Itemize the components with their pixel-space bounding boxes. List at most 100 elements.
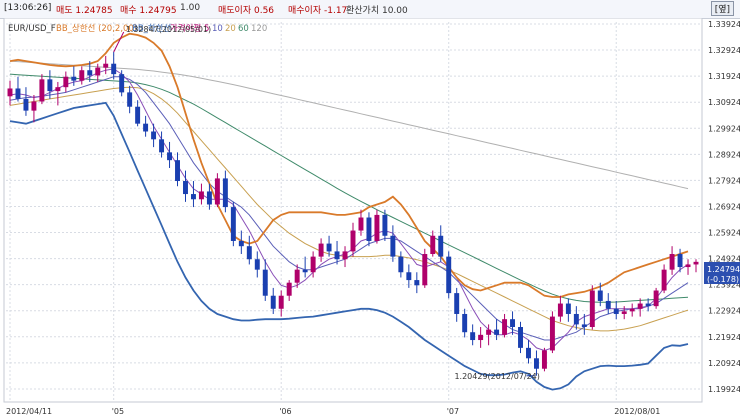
y-tick-label: 1.30924 xyxy=(708,98,740,107)
candle-body xyxy=(294,269,300,283)
candle-body xyxy=(398,256,404,273)
candle-body xyxy=(677,254,683,268)
x-tick-label: '07 xyxy=(447,407,459,416)
candle-body xyxy=(47,79,53,92)
y-tick-label: 1.23924 xyxy=(708,281,740,290)
candle-body xyxy=(55,87,61,92)
x-tick-label: 2012/04/11 xyxy=(6,407,52,416)
y-tick-label: 1.26924 xyxy=(708,202,740,211)
candle-body xyxy=(589,290,595,328)
candle-body xyxy=(446,256,452,294)
candle-body xyxy=(510,319,516,328)
candle-body xyxy=(414,280,420,286)
candle-body xyxy=(661,269,667,291)
candle-body xyxy=(478,334,484,341)
candle-body xyxy=(645,303,651,307)
candle-body xyxy=(230,207,236,241)
legend-ma-20: 20 xyxy=(225,24,236,34)
candle-body xyxy=(653,290,659,307)
candle-body xyxy=(246,246,252,260)
current-price-bg xyxy=(704,262,740,284)
legend-bb-upper: BB_상한선 (20,2,00) xyxy=(56,23,137,34)
candle-body xyxy=(39,79,45,102)
candle-body xyxy=(557,303,563,317)
price-chart[interactable]: 1.33924 1.32924 1.31924 1.30924 1.29924 1.289… xyxy=(0,18,740,420)
buy-price: 매수 1.24795 xyxy=(120,6,177,16)
candle-body xyxy=(685,264,691,268)
candle-body xyxy=(278,295,284,309)
legend-ma: 가격이평 5 xyxy=(170,23,209,34)
candle-body xyxy=(15,88,21,99)
candle-body xyxy=(486,329,492,335)
candle-body xyxy=(262,269,268,296)
x-tick-label: '05 xyxy=(112,407,124,416)
candle-body xyxy=(151,131,157,140)
candle-body xyxy=(526,347,531,359)
candle-body xyxy=(103,63,109,68)
candle-body xyxy=(23,98,29,111)
candle-body xyxy=(270,295,276,309)
y-tick-label: 1.20924 xyxy=(708,359,740,368)
candle-body xyxy=(206,191,212,205)
y-axis: 1.33924 1.32924 1.31924 1.30924 1.29924 1.289… xyxy=(708,20,740,394)
candle-body xyxy=(533,358,539,369)
sell-price: 매도 1.24785 xyxy=(56,6,113,16)
candle-body xyxy=(438,235,444,257)
candles xyxy=(7,51,699,376)
candle-body xyxy=(565,303,571,314)
indicator-lines xyxy=(9,32,689,391)
candle-body xyxy=(310,256,316,273)
y-tick-label: 1.21924 xyxy=(708,333,740,342)
high-leader-line xyxy=(113,31,125,53)
y-tick-label: 1.25924 xyxy=(708,229,740,238)
y-tick-label: 1.32924 xyxy=(708,46,740,55)
candle-body xyxy=(159,139,165,153)
candle-body xyxy=(254,259,260,270)
current-price-value: 1.24794 xyxy=(707,265,740,274)
window-toggle-button[interactable]: [옆] xyxy=(710,1,734,16)
candle-body xyxy=(286,282,292,296)
candle-body xyxy=(390,235,396,257)
candle-body xyxy=(605,300,611,309)
candle-body xyxy=(462,313,468,333)
x-tick-label: 2012/08/01 xyxy=(614,407,660,416)
x-tick-label: '06 xyxy=(279,407,291,416)
candle-body xyxy=(382,214,388,236)
candle-body xyxy=(637,303,643,309)
candle-body xyxy=(597,290,603,301)
candle-body xyxy=(366,217,372,241)
bb-lower-line xyxy=(9,101,689,391)
legend-ma-120: 120 xyxy=(251,24,267,34)
candle-body xyxy=(71,76,77,81)
legend-ma-60: 60 xyxy=(238,24,249,34)
candle-body xyxy=(669,254,675,270)
candle-body xyxy=(621,311,627,314)
candle-body xyxy=(422,254,428,286)
candle-body xyxy=(374,214,380,241)
y-tick-label: 1.22924 xyxy=(708,307,740,316)
candle-body xyxy=(318,243,324,257)
candle-body xyxy=(111,63,117,75)
y-tick-label: 1.24924 xyxy=(708,255,740,264)
y-tick-label: 1.31924 xyxy=(708,72,740,81)
current-price-box: 1.24794 (-0.178) xyxy=(704,262,740,284)
candle-body xyxy=(238,240,244,247)
candle-body xyxy=(127,92,133,107)
candle-body xyxy=(454,293,460,314)
candle-body xyxy=(430,235,436,255)
clock-time: [13:06:26] xyxy=(4,3,52,13)
candle-body xyxy=(406,272,412,281)
candle-body xyxy=(135,106,141,124)
grid-lines xyxy=(6,22,700,400)
candle-body xyxy=(581,324,587,328)
ratio-value: 1.00 xyxy=(180,3,201,13)
candle-body xyxy=(167,152,173,161)
candle-body xyxy=(63,76,69,88)
legend-ma-10: 10 xyxy=(212,24,223,34)
high-annotation: 1.32847(2012/05/01) xyxy=(113,25,211,53)
y-tick-label: 1.27924 xyxy=(708,176,740,185)
legend: EUR/USD_F BB_상한선 (20,2,00) BB_하한선 가격이평 5… xyxy=(8,23,267,34)
candle-body xyxy=(7,88,13,97)
candle-body xyxy=(175,160,180,182)
bb-upper-line xyxy=(9,32,689,298)
